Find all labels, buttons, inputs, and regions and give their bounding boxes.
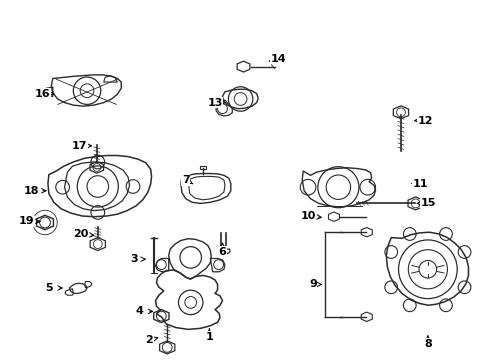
Text: 4: 4 — [135, 306, 143, 316]
Text: 11: 11 — [412, 179, 427, 189]
Text: 14: 14 — [270, 54, 286, 64]
Text: 6: 6 — [218, 247, 226, 257]
Text: 18: 18 — [24, 186, 40, 196]
Text: 15: 15 — [419, 198, 435, 208]
Text: 3: 3 — [130, 254, 138, 264]
Text: 8: 8 — [423, 339, 431, 349]
Text: 13: 13 — [207, 98, 223, 108]
Text: 2: 2 — [145, 335, 153, 345]
Text: 17: 17 — [72, 141, 87, 151]
Text: 10: 10 — [300, 211, 315, 221]
Text: 9: 9 — [308, 279, 316, 289]
Text: 1: 1 — [205, 332, 213, 342]
Text: 5: 5 — [45, 283, 53, 293]
Text: 16: 16 — [35, 89, 50, 99]
Text: 20: 20 — [73, 229, 88, 239]
Text: 12: 12 — [417, 116, 432, 126]
Text: 19: 19 — [19, 216, 35, 226]
Text: 7: 7 — [182, 175, 189, 185]
